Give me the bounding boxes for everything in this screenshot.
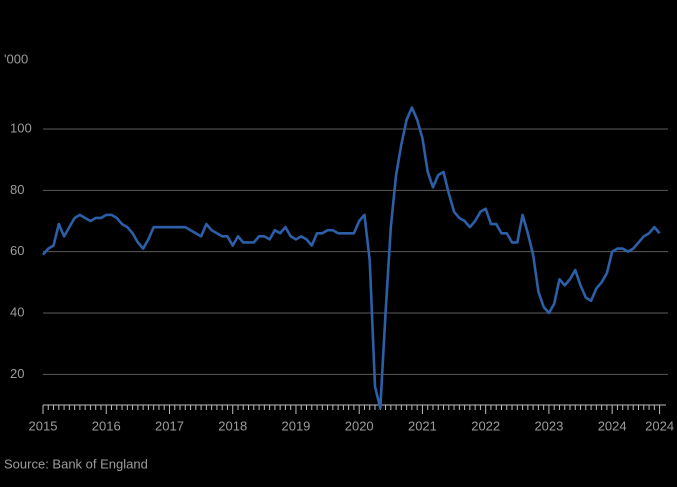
x-tick-label: 2022 <box>471 418 500 433</box>
x-tick-label: 2018 <box>218 418 247 433</box>
y-tick-label: 100 <box>10 120 32 135</box>
data-line <box>42 106 661 410</box>
x-tick-label: 2016 <box>92 418 121 433</box>
x-tick-label: 2023 <box>534 418 563 433</box>
x-tick-label: 2021 <box>408 418 437 433</box>
y-unit-label: '000 <box>4 51 28 66</box>
y-tick-label: 20 <box>10 366 24 381</box>
source-note: Source: Bank of England <box>4 456 148 471</box>
x-tick-label: 2024 <box>645 418 674 433</box>
x-tick-label: 2019 <box>281 418 310 433</box>
x-tick-label: 2024 <box>598 418 627 433</box>
y-tick-label: 60 <box>10 243 24 258</box>
x-tick-label: 2015 <box>29 418 58 433</box>
x-tick-label: 2017 <box>155 418 184 433</box>
y-tick-label: 80 <box>10 182 24 197</box>
x-tick-label: 2020 <box>345 418 374 433</box>
y-tick-label: 40 <box>10 304 24 319</box>
